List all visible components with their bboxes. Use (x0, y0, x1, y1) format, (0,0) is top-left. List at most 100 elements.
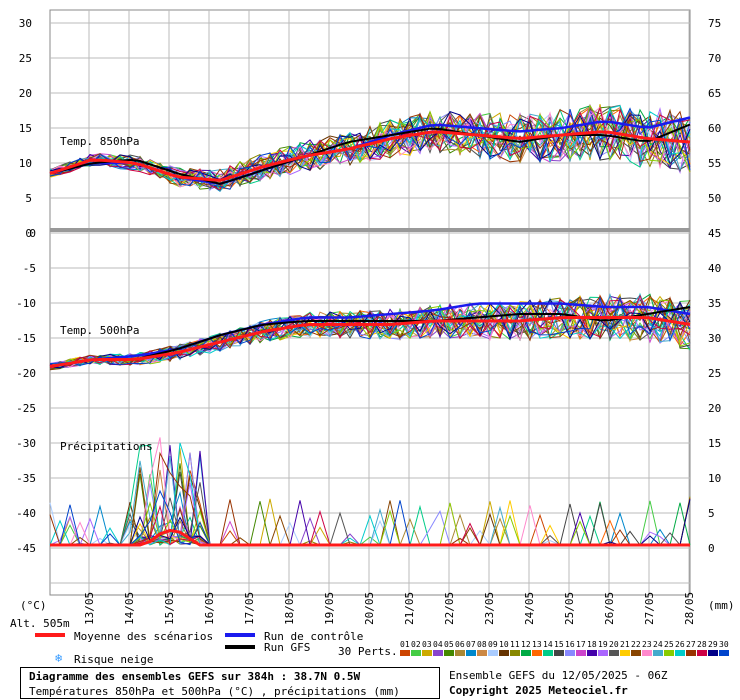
pert-swatch (411, 650, 421, 656)
panel-label-precip: Précipitations (60, 440, 153, 453)
mean-500-line (49, 316, 691, 368)
tick-label: 10 (19, 157, 32, 170)
pert-number: 29 (708, 640, 718, 649)
tick-label: 10 (708, 472, 721, 485)
pert-swatch (510, 650, 520, 656)
date-label: 20/05 (363, 592, 376, 625)
pert-number: 23 (642, 640, 652, 649)
pert-number: 28 (697, 640, 707, 649)
pert-swatch (521, 650, 531, 656)
pert-number: 02 (411, 640, 421, 649)
run-info: Ensemble GEFS du 12/05/2025 - 06Z (449, 669, 668, 682)
pert-number: 07 (466, 640, 476, 649)
pert-swatch (499, 650, 509, 656)
legend: Moyenne des scénarios Run de contrôleRun … (35, 630, 729, 666)
pert-swatch (554, 650, 564, 656)
pert-number: 03 (422, 640, 432, 649)
date-label: 17/05 (243, 592, 256, 625)
pert-number: 05 (444, 640, 454, 649)
caption-subtitle: Températures 850hPa et 500hPa (°C) , pré… (29, 685, 400, 698)
mean-precip-line (50, 528, 690, 547)
tick-label: 20 (19, 87, 32, 100)
pert-swatch (532, 650, 542, 656)
tick-label: 50 (708, 192, 721, 205)
pert-number: 27 (686, 640, 696, 649)
pert-number: 01 (400, 640, 410, 649)
pert-swatch (488, 650, 498, 656)
tick-label: 0 (29, 227, 36, 240)
control-swatch (225, 633, 255, 637)
pert-500-line (49, 298, 691, 369)
date-label: 14/05 (123, 592, 136, 625)
date-label: 25/05 (563, 592, 576, 625)
gfs-swatch (225, 645, 255, 649)
pert-swatch (576, 650, 586, 656)
date-label: 24/05 (523, 592, 536, 625)
pert-number: 30 (719, 640, 729, 649)
panel-labels: Temp. 850hPa Temp. 500hPa Précipitations (60, 135, 153, 453)
panel-separator (50, 228, 690, 232)
pert-850-line (49, 108, 691, 185)
pert-swatch (664, 650, 674, 656)
tick-label: -5 (23, 262, 36, 275)
tick-label: -45 (16, 542, 36, 555)
date-label: 15/05 (163, 592, 176, 625)
snow-icon: ❄ (55, 651, 62, 665)
pert-swatch (719, 650, 729, 656)
date-label: 23/05 (483, 592, 496, 625)
tick-label: 45 (708, 227, 721, 240)
pert-500-line (49, 296, 691, 368)
pert-swatch (587, 650, 597, 656)
tick-label: 30 (708, 332, 721, 345)
pert-number: 04 (433, 640, 443, 649)
legend-mean: Moyenne des scénarios (74, 630, 213, 643)
pert-number: 20 (609, 640, 619, 649)
caption-title: Diagramme des ensembles GEFS sur 384h : … (29, 670, 361, 683)
pert-swatch (697, 650, 707, 656)
pert-swatch (466, 650, 476, 656)
pert-swatch (455, 650, 465, 656)
date-label: 19/05 (323, 592, 336, 625)
date-label: 22/05 (443, 592, 456, 625)
tick-label: 55 (708, 157, 721, 170)
pert-swatch (686, 650, 696, 656)
pert-number: 22 (631, 640, 641, 649)
tick-label: -30 (16, 437, 36, 450)
tick-label: -25 (16, 402, 36, 415)
pert-swatch (620, 650, 630, 656)
tick-label: 20 (708, 402, 721, 415)
tick-labels: 3025201510507570656055500-5-10-15-20-25-… (10, 17, 735, 630)
pert-number: 26 (675, 640, 685, 649)
copyright: Copyright 2025 Meteociel.fr (449, 684, 628, 697)
pert-swatch (653, 650, 663, 656)
pert-swatch (565, 650, 575, 656)
pert-swatch (433, 650, 443, 656)
pert-number: 13 (532, 640, 542, 649)
date-label: 16/05 (203, 592, 216, 625)
tick-label: 60 (708, 122, 721, 135)
pert-number: 14 (543, 640, 553, 649)
date-label: 21/05 (403, 592, 416, 625)
tick-label: 35 (708, 297, 721, 310)
date-label: 13/05 (83, 592, 96, 625)
pert-number: 19 (598, 640, 608, 649)
tick-label: 15 (708, 437, 721, 450)
pert-number: 11 (510, 640, 520, 649)
tick-label: -35 (16, 472, 36, 485)
pert-swatch (708, 650, 718, 656)
tick-label: 25 (19, 52, 32, 65)
altitude-label: Alt. 505m (10, 617, 70, 630)
pert-850-line (49, 114, 691, 187)
pert-number: 12 (521, 640, 531, 649)
tick-label: 30 (19, 17, 32, 30)
tick-label: 0 (25, 227, 32, 240)
tick-label: 70 (708, 52, 721, 65)
pert-number: 06 (455, 640, 465, 649)
pert-number: 24 (653, 640, 663, 649)
gfs-850-line (49, 123, 691, 185)
pert-swatch (400, 650, 410, 656)
perts-label: 30 Perts. (338, 645, 398, 658)
date-label: 27/05 (643, 592, 656, 625)
pert-swatch (422, 650, 432, 656)
